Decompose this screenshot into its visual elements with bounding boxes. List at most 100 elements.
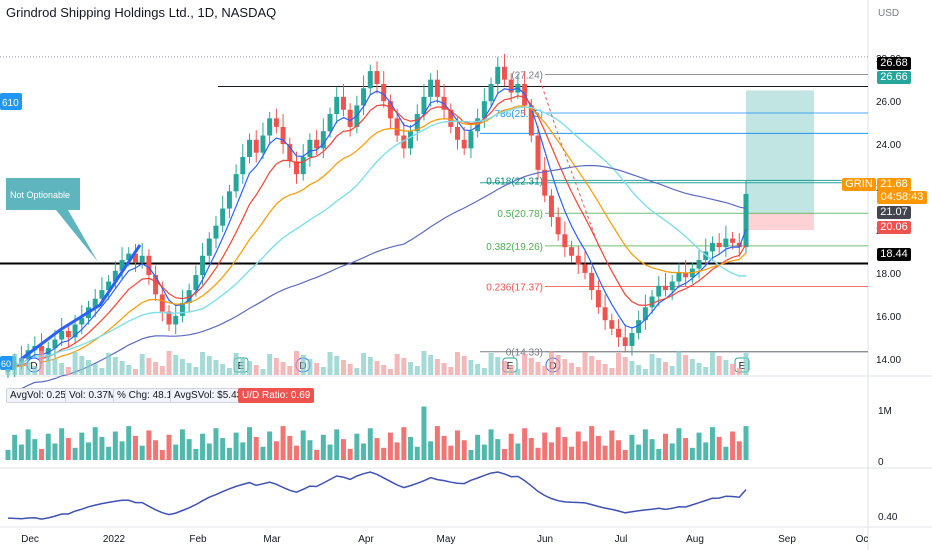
volume-bar bbox=[220, 438, 226, 460]
stat-vol: Vol: 0.37M bbox=[65, 388, 121, 403]
volume-bar bbox=[92, 427, 98, 460]
y-tick-label: 16.00 bbox=[876, 312, 901, 323]
rs-line bbox=[7, 471, 747, 520]
overlay-volume-bar bbox=[18, 358, 24, 375]
volume-bar bbox=[562, 436, 568, 460]
candle-body bbox=[139, 255, 145, 263]
candle-body bbox=[468, 131, 474, 149]
ma-line-200 bbox=[7, 164, 747, 394]
volume-bar bbox=[300, 430, 306, 460]
overlay-volume-bar bbox=[32, 366, 38, 375]
candle-body bbox=[683, 272, 689, 278]
overlay-volume-bar bbox=[408, 362, 414, 375]
candle-body bbox=[730, 238, 736, 243]
volume-bar bbox=[72, 447, 78, 460]
candle-body bbox=[65, 330, 71, 338]
volume-bar bbox=[501, 448, 507, 460]
candle-body bbox=[401, 135, 407, 149]
overlay-volume-bar bbox=[528, 358, 534, 375]
overlay-volume-bar bbox=[656, 358, 662, 375]
fib-label: 0.618(22.31) bbox=[486, 176, 543, 187]
volume-bar bbox=[206, 443, 212, 460]
volume-bar bbox=[569, 446, 575, 460]
overlay-volume-bar bbox=[206, 356, 212, 375]
volume-tick-label: 1M bbox=[878, 406, 892, 417]
overlay-volume-bar bbox=[495, 357, 501, 375]
overlay-volume-bar bbox=[59, 363, 65, 375]
candle-body bbox=[421, 96, 427, 115]
candles-group bbox=[5, 53, 749, 379]
overlay-volume-bar bbox=[220, 364, 226, 375]
x-tick-label: Apr bbox=[358, 534, 374, 545]
overlay-volume-bar bbox=[166, 351, 172, 375]
candle-body bbox=[535, 135, 541, 170]
volume-bar bbox=[361, 443, 367, 460]
volume-bar bbox=[468, 450, 474, 460]
volume-bar bbox=[616, 440, 622, 460]
ma-line-50 bbox=[7, 106, 746, 369]
label-ticker: GRIN bbox=[842, 178, 876, 191]
overlay-volume-bar bbox=[622, 357, 628, 375]
volume-bar bbox=[247, 427, 253, 460]
candle-body bbox=[253, 139, 259, 153]
candle-body bbox=[193, 275, 199, 291]
overlay-volume-bar bbox=[555, 355, 561, 375]
overlay-volume-bar bbox=[475, 364, 481, 375]
overlay-volume-bar bbox=[394, 354, 400, 375]
candle-body bbox=[622, 337, 628, 346]
volume-bar bbox=[79, 432, 85, 460]
ma-line-10 bbox=[7, 95, 747, 368]
candle-body bbox=[200, 255, 206, 276]
overlay-volume-bar bbox=[240, 357, 246, 375]
left-badge bbox=[0, 93, 22, 110]
volume-bar bbox=[548, 442, 554, 460]
volume-bar bbox=[555, 427, 561, 460]
volume-bar bbox=[153, 440, 159, 460]
left-bottom-badge-text: 60 bbox=[1, 359, 11, 369]
overlay-volume-bar bbox=[65, 367, 71, 375]
volume-bar bbox=[327, 444, 333, 460]
volume-bar bbox=[320, 434, 326, 460]
overlay-volume-bar bbox=[434, 359, 440, 375]
volume-bar bbox=[401, 427, 407, 460]
candle-body bbox=[508, 79, 514, 93]
candle-body bbox=[542, 169, 548, 196]
candle-body bbox=[428, 79, 434, 97]
volume-bar bbox=[119, 441, 125, 460]
candle-body bbox=[448, 109, 454, 127]
overlay-volume-bar bbox=[72, 352, 78, 375]
volume-bar bbox=[112, 431, 118, 460]
volume-bar bbox=[421, 406, 427, 460]
volume-bar bbox=[45, 433, 51, 460]
overlay-volume-bar bbox=[92, 364, 98, 375]
volume-bar bbox=[475, 434, 481, 460]
candle-body bbox=[575, 255, 581, 265]
x-tick-label: 2022 bbox=[103, 534, 126, 545]
overlay-volume-bar bbox=[723, 360, 729, 375]
volume-bar bbox=[307, 440, 313, 460]
volume-bar bbox=[689, 447, 695, 460]
overlay-volume-bar bbox=[300, 355, 306, 375]
candle-body bbox=[616, 328, 622, 338]
candle-body bbox=[394, 118, 400, 136]
candle-body bbox=[555, 217, 561, 235]
overlay-volume-bar bbox=[421, 351, 427, 375]
volume-bar bbox=[508, 433, 514, 460]
candle-body bbox=[642, 307, 648, 321]
volume-bar bbox=[59, 428, 65, 460]
volume-bar bbox=[52, 443, 58, 460]
candle-body bbox=[320, 131, 326, 149]
overlay-volume-bar bbox=[414, 366, 420, 375]
candle-body bbox=[260, 135, 266, 153]
candle-body bbox=[488, 83, 494, 102]
volume-bar bbox=[106, 446, 112, 460]
candle-body bbox=[106, 281, 112, 291]
overlay-volume-bar bbox=[381, 365, 387, 375]
overlay-volume-bar bbox=[401, 358, 407, 375]
volume-bar bbox=[589, 426, 595, 460]
y-tick-label: 18.00 bbox=[876, 269, 901, 280]
overlay-volume-bar bbox=[320, 367, 326, 375]
candle-body bbox=[334, 96, 340, 115]
overlay-volume-bar bbox=[488, 353, 494, 375]
